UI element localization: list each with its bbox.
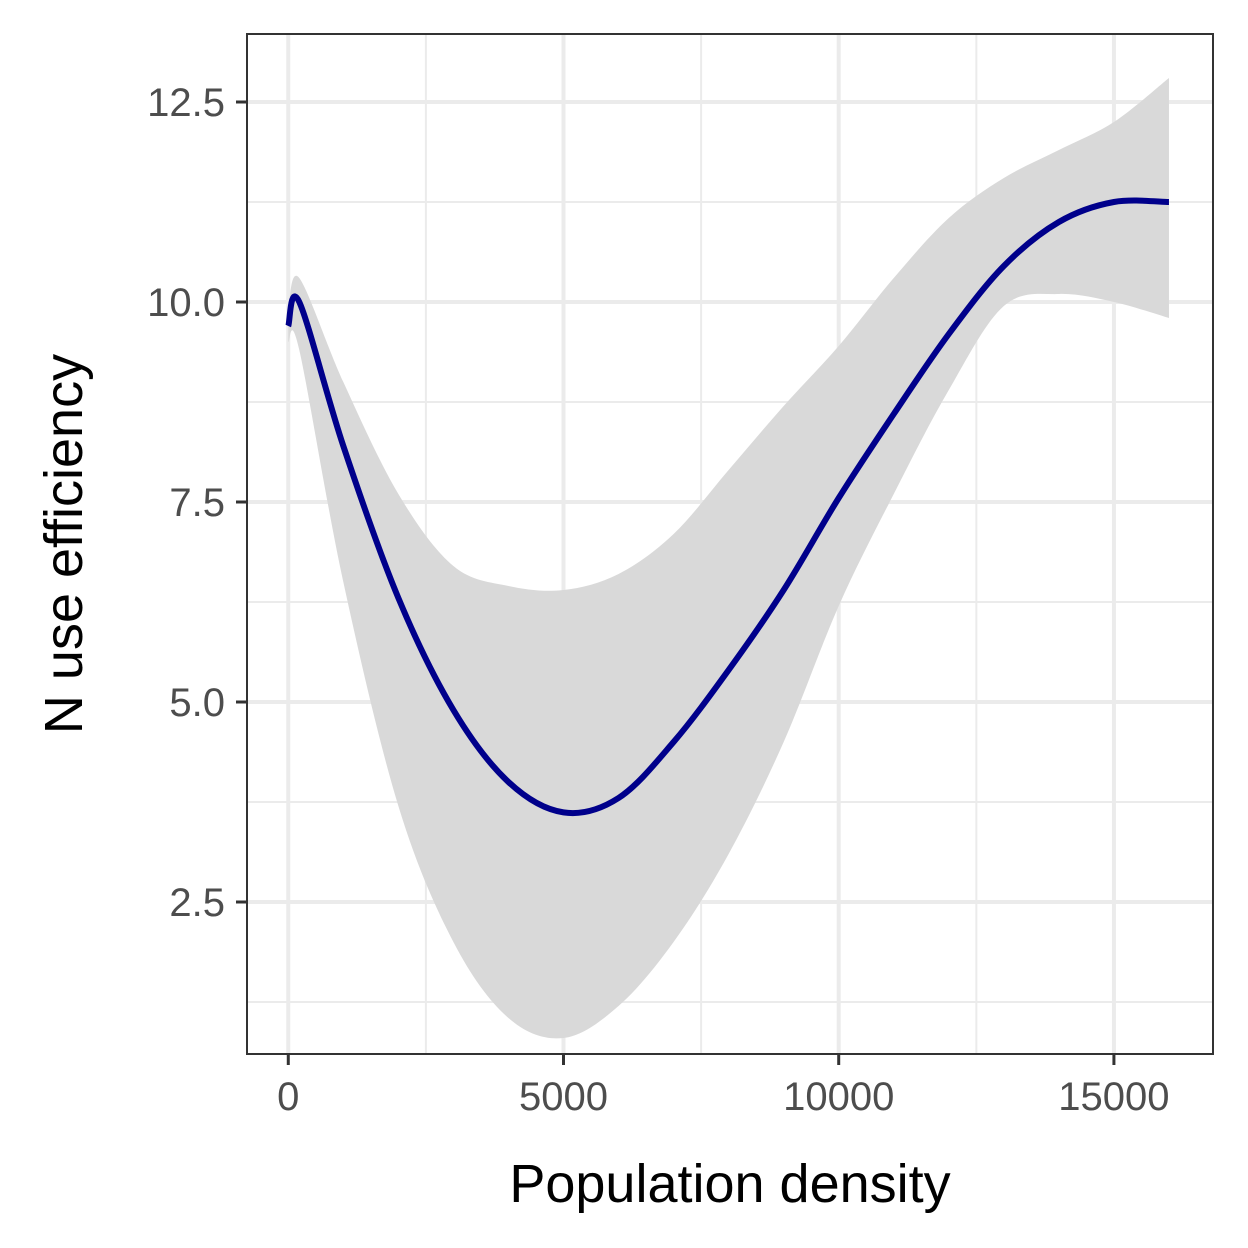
confidence-band — [288, 78, 1169, 1039]
y-tick-label: 7.5 — [169, 481, 225, 525]
y-tick-label: 5.0 — [169, 681, 225, 725]
y-axis-title: N use efficiency — [34, 354, 94, 734]
fit-line-layer — [285, 197, 1170, 817]
y-axis: 2.5 5.0 7.5 10.0 12.5 — [147, 81, 247, 925]
y-tick-label: 2.5 — [169, 881, 225, 925]
x-tick-label: 0 — [277, 1075, 299, 1119]
x-tick-label: 10000 — [783, 1075, 894, 1119]
x-axis-title: Population density — [509, 1154, 950, 1214]
x-axis: 0 5000 10000 15000 — [277, 1054, 1170, 1119]
x-tick-label: 15000 — [1058, 1075, 1169, 1119]
y-tick-label: 10.0 — [147, 281, 225, 325]
x-tick-label: 5000 — [519, 1075, 608, 1119]
y-tick-label: 12.5 — [147, 81, 225, 125]
fit-line — [285, 197, 1170, 817]
confidence-band-layer — [288, 78, 1169, 1039]
panel-border — [246, 33, 1214, 1055]
